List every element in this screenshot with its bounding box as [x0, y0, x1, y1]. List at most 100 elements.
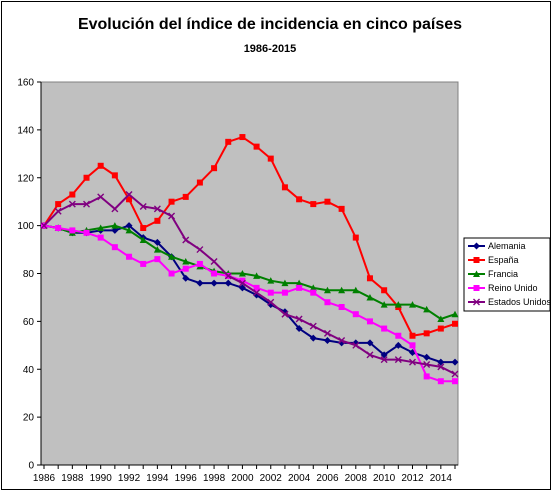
francia-point	[153, 246, 161, 253]
estados-unidos-point	[295, 315, 303, 323]
legend: Alemania España Francia Reino Unido Estados …	[463, 237, 552, 312]
alemania-point	[125, 222, 133, 230]
reino-unido-point	[154, 256, 161, 263]
x-tick-label: 1992	[118, 473, 141, 484]
francia-point	[182, 258, 190, 265]
espana-point	[111, 172, 118, 179]
espana-point	[381, 287, 388, 294]
reino-unido-point	[381, 325, 388, 332]
reino-unido-point	[182, 265, 189, 272]
alemania-point	[451, 358, 459, 366]
y-tick-label: 60	[23, 317, 35, 328]
espana-point	[225, 138, 232, 145]
francia-point	[338, 286, 346, 294]
estados-unidos-point	[68, 200, 76, 208]
francia-point	[352, 286, 360, 294]
espana-point	[196, 179, 203, 186]
espana-point	[140, 225, 147, 232]
series-reino-unido	[41, 222, 458, 385]
alemania-point	[153, 238, 161, 246]
espana-point	[338, 205, 345, 212]
y-tick-label: 160	[17, 78, 34, 89]
legend-entry-estados-unidos: Estados Unidos	[468, 297, 552, 307]
francia-point	[394, 301, 402, 308]
reino-unido-point	[267, 289, 274, 296]
francia-point	[451, 310, 459, 318]
alemania-point	[196, 279, 204, 287]
y-tick-label: 40	[23, 365, 35, 376]
reino-unido-point	[126, 253, 133, 260]
reino-unido-point	[452, 378, 458, 385]
series-layer	[40, 134, 459, 385]
legend-label: Reino Unido	[488, 283, 538, 293]
estados-unidos-point	[352, 341, 360, 349]
alemania-point	[366, 339, 374, 347]
espana-point	[437, 325, 444, 332]
francia-point	[408, 301, 416, 308]
francia-point	[295, 279, 303, 287]
francia-point	[437, 315, 445, 322]
estados-unidos-point	[153, 205, 161, 213]
x-tick-label: 1994	[146, 473, 169, 484]
francia-point	[111, 222, 119, 229]
reino-unido-point	[55, 225, 62, 232]
x-tick-label: 2010	[373, 473, 396, 484]
espana-point	[267, 155, 274, 162]
plot-area	[40, 81, 459, 466]
espana-point	[324, 198, 331, 205]
espana-point	[239, 134, 246, 141]
espana-point	[409, 332, 416, 339]
espana-point	[69, 191, 76, 198]
reino-unido-point	[83, 229, 90, 236]
espana-point	[182, 193, 189, 200]
x-tick-label: 1996	[175, 473, 198, 484]
francia-point	[423, 305, 431, 313]
espana-point	[154, 217, 161, 224]
estados-unidos-point	[111, 205, 119, 213]
estados-unidos-point	[196, 246, 204, 254]
legend-label: Estados Unidos	[488, 297, 552, 307]
y-axis: 0 20 40 60 80 100 120 140 160	[17, 78, 42, 472]
estados-unidos-point	[253, 289, 261, 297]
estados-unidos-point	[394, 356, 402, 364]
espana-point	[253, 143, 260, 150]
x-axis: 1986 1988 1990 1992 1994 1996 1998 2000 2002 2004…	[33, 464, 458, 484]
alemania-point	[437, 358, 445, 366]
francia-point	[125, 226, 133, 234]
reino-unido-point	[211, 270, 218, 277]
estados-unidos-point	[267, 298, 275, 306]
legend-entry-espana: España	[468, 255, 519, 265]
x-tick-label: 2012	[401, 473, 424, 484]
reino-unido-point	[437, 378, 444, 385]
alemania-point	[380, 351, 388, 359]
alemania-point	[423, 353, 431, 361]
y-tick-label: 140	[17, 125, 34, 136]
legend-entry-reino-unido: Reino Unido	[468, 283, 538, 293]
alemania-point	[238, 284, 246, 292]
francia-point	[253, 272, 261, 279]
reino-unido-point	[281, 289, 288, 296]
series-estados-unidos	[40, 191, 459, 378]
x-tick-label: 1990	[90, 473, 113, 484]
reino-unido-point	[253, 284, 260, 291]
estados-unidos-point	[281, 310, 289, 318]
francia-point	[366, 293, 374, 301]
reino-unido-point	[310, 289, 317, 296]
series-line-francia	[43, 224, 456, 321]
reino-unido-point	[338, 304, 345, 311]
legend-entry-alemania: Alemania	[468, 241, 526, 251]
x-tick-label: 1986	[33, 473, 56, 484]
alemania-point	[309, 334, 317, 342]
series-espana	[41, 134, 458, 339]
estados-unidos-point	[423, 360, 431, 368]
espana-point	[83, 174, 90, 181]
reino-unido-point	[366, 318, 373, 325]
reino-unido-point	[409, 342, 416, 349]
y-tick-label: 0	[28, 461, 34, 472]
reino-unido-point	[324, 299, 331, 306]
legend-entry-francia: Francia	[468, 269, 518, 279]
francia-point	[323, 286, 331, 294]
estados-unidos-point	[437, 363, 445, 371]
alemania-point	[111, 226, 119, 234]
